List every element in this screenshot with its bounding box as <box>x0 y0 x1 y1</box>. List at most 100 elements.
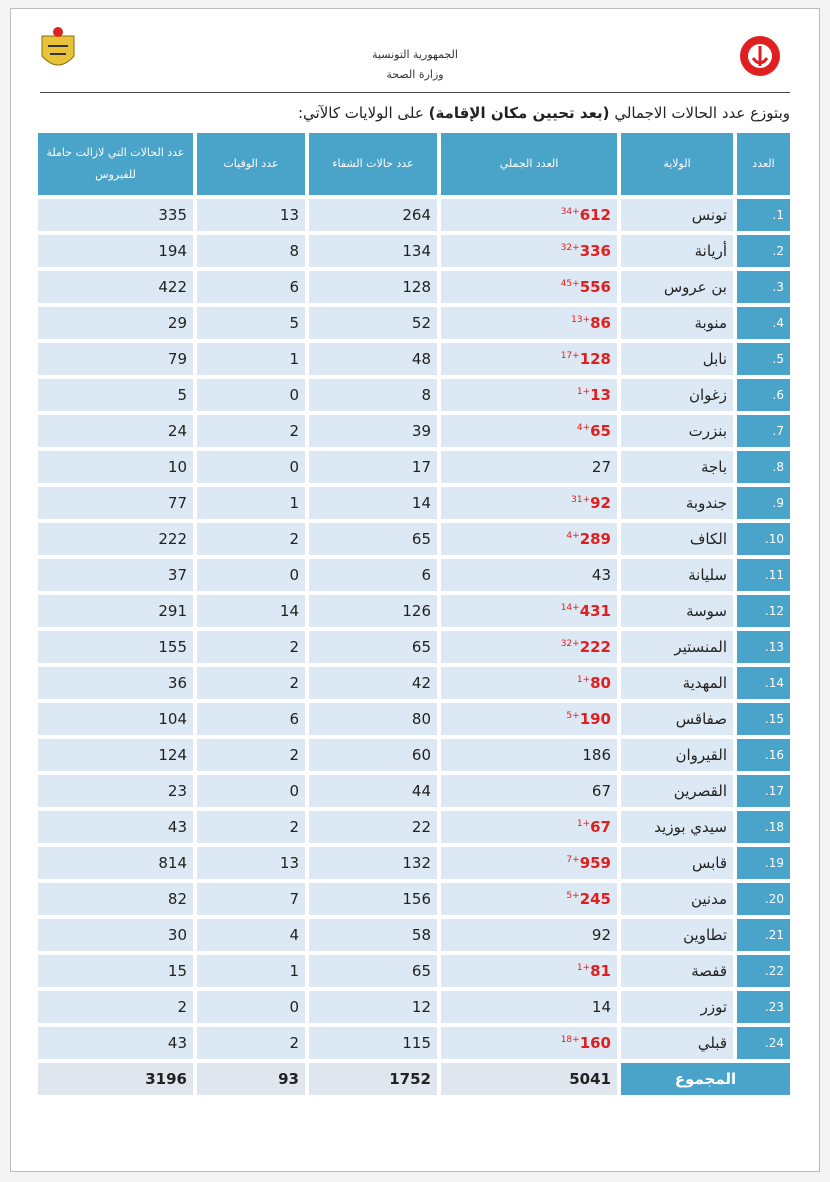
row-index: 16. <box>737 739 790 771</box>
active-cell: 23 <box>38 775 193 807</box>
recovered-cell: 8 <box>309 379 437 411</box>
governorate: باجة <box>621 451 733 483</box>
total-cases: 92 <box>591 926 611 944</box>
header-line: الجمهورية التونسية <box>372 48 458 61</box>
recovered-cell: 39 <box>309 415 437 447</box>
column-header: عدد الحالات التي لازالت حاملة للفيروس <box>38 133 193 195</box>
active-cell: 43 <box>38 1027 193 1059</box>
data-row: 7. بنزرت 4+65 39 2 24 <box>38 415 790 447</box>
governorate: بن عروس <box>621 271 733 303</box>
row-index: 19. <box>737 847 790 879</box>
recovered-cell: 52 <box>309 307 437 339</box>
total-cell: 14+431 <box>441 595 617 627</box>
row-index: 21. <box>737 919 790 951</box>
data-row: 8. باجة 27 17 0 10 <box>38 451 790 483</box>
active-cell: 194 <box>38 235 193 267</box>
new-cases: 14+ <box>560 603 580 613</box>
total-cases: 336 <box>579 242 611 260</box>
data-row: 16. القيروان 186 60 2 124 <box>38 739 790 771</box>
recovered-cell: 14 <box>309 487 437 519</box>
governorate: تطاوين <box>621 919 733 951</box>
deaths-cell: 2 <box>197 811 305 843</box>
total-cases: 959 <box>579 854 611 872</box>
data-row: 14. المهدية 1+80 42 2 36 <box>38 667 790 699</box>
recovered-cell: 80 <box>309 703 437 735</box>
total-cell: 4+289 <box>441 523 617 555</box>
deaths-cell: 8 <box>197 235 305 267</box>
active-cell: 24 <box>38 415 193 447</box>
active-cell: 43 <box>38 811 193 843</box>
data-row: 24. قبلي 18+160 115 2 43 <box>38 1027 790 1059</box>
row-index: 20. <box>737 883 790 915</box>
recovered-cell: 17 <box>309 451 437 483</box>
deaths-cell: 6 <box>197 703 305 735</box>
intro-text: وبتوزع عدد الحالات الاجمالي <box>614 104 790 122</box>
deaths-cell: 2 <box>197 739 305 771</box>
new-cases: 1+ <box>576 819 591 829</box>
active-cell: 82 <box>38 883 193 915</box>
sum-row: المجموع 5041 1752 93 3196 <box>38 1063 790 1095</box>
new-cases: 34+ <box>560 207 580 217</box>
data-row: 12. سوسة 14+431 126 14 291 <box>38 595 790 627</box>
data-row: 23. توزر 14 12 0 2 <box>38 991 790 1023</box>
data-row: 21. تطاوين 92 58 4 30 <box>38 919 790 951</box>
total-cases: 190 <box>579 710 611 728</box>
sum-active: 3196 <box>38 1063 193 1095</box>
total-cell: 17+128 <box>441 343 617 375</box>
deaths-cell: 0 <box>197 379 305 411</box>
recovered-cell: 12 <box>309 991 437 1023</box>
governorate: بنزرت <box>621 415 733 447</box>
active-cell: 104 <box>38 703 193 735</box>
total-cases: 431 <box>579 602 611 620</box>
deaths-cell: 2 <box>197 667 305 699</box>
governorate: القيروان <box>621 739 733 771</box>
governorate: أريانة <box>621 235 733 267</box>
deaths-cell: 2 <box>197 523 305 555</box>
row-index: 5. <box>737 343 790 375</box>
header-row: العدد الولاية العدد الجملي عدد حالات الشفاء… <box>38 133 790 195</box>
governorate: منوبة <box>621 307 733 339</box>
total-cell: 32+222 <box>441 631 617 663</box>
deaths-cell: 13 <box>197 847 305 879</box>
data-row: 22. قفصة 1+81 65 1 15 <box>38 955 790 987</box>
deaths-cell: 0 <box>197 991 305 1023</box>
active-cell: 77 <box>38 487 193 519</box>
intro: وبتوزع عدد الحالات الاجمالي (بعد تحيين م… <box>298 104 790 122</box>
total-cases: 245 <box>579 890 611 908</box>
active-cell: 10 <box>38 451 193 483</box>
deaths-cell: 14 <box>197 595 305 627</box>
data-row: 6. زغوان 1+13 8 0 5 <box>38 379 790 411</box>
governorate: زغوان <box>621 379 733 411</box>
coat-of-arms <box>41 27 75 66</box>
deaths-cell: 4 <box>197 919 305 951</box>
new-cases: 5+ <box>566 711 580 721</box>
total-cases: 67 <box>591 782 611 800</box>
total-cell: 45+556 <box>441 271 617 303</box>
deaths-cell: 0 <box>197 451 305 483</box>
total-cases: 556 <box>579 278 611 296</box>
governorate: المهدية <box>621 667 733 699</box>
total-cell: 92 <box>441 919 617 951</box>
total-cases: 222 <box>579 638 611 656</box>
governorate: المنستير <box>621 631 733 663</box>
row-index: 12. <box>737 595 790 627</box>
total-cases: 67 <box>590 818 611 836</box>
active-cell: 291 <box>38 595 193 627</box>
new-cases: 4+ <box>566 531 580 541</box>
column-header: عدد الوفيات <box>197 133 305 195</box>
active-cell: 422 <box>38 271 193 303</box>
row-index: 17. <box>737 775 790 807</box>
total-cases: 14 <box>591 998 611 1016</box>
data-row: 5. نابل 17+128 48 1 79 <box>38 343 790 375</box>
data-row: 13. المنستير 32+222 65 2 155 <box>38 631 790 663</box>
total-cases: 289 <box>579 530 611 548</box>
deaths-cell: 6 <box>197 271 305 303</box>
recovered-cell: 264 <box>309 199 437 231</box>
active-cell: 36 <box>38 667 193 699</box>
recovered-cell: 115 <box>309 1027 437 1059</box>
total-cases: 160 <box>579 1034 611 1052</box>
column-header: الولاية <box>621 133 733 195</box>
total-cell: 7+959 <box>441 847 617 879</box>
sum-deaths: 93 <box>197 1063 305 1095</box>
governorate: تونس <box>621 199 733 231</box>
